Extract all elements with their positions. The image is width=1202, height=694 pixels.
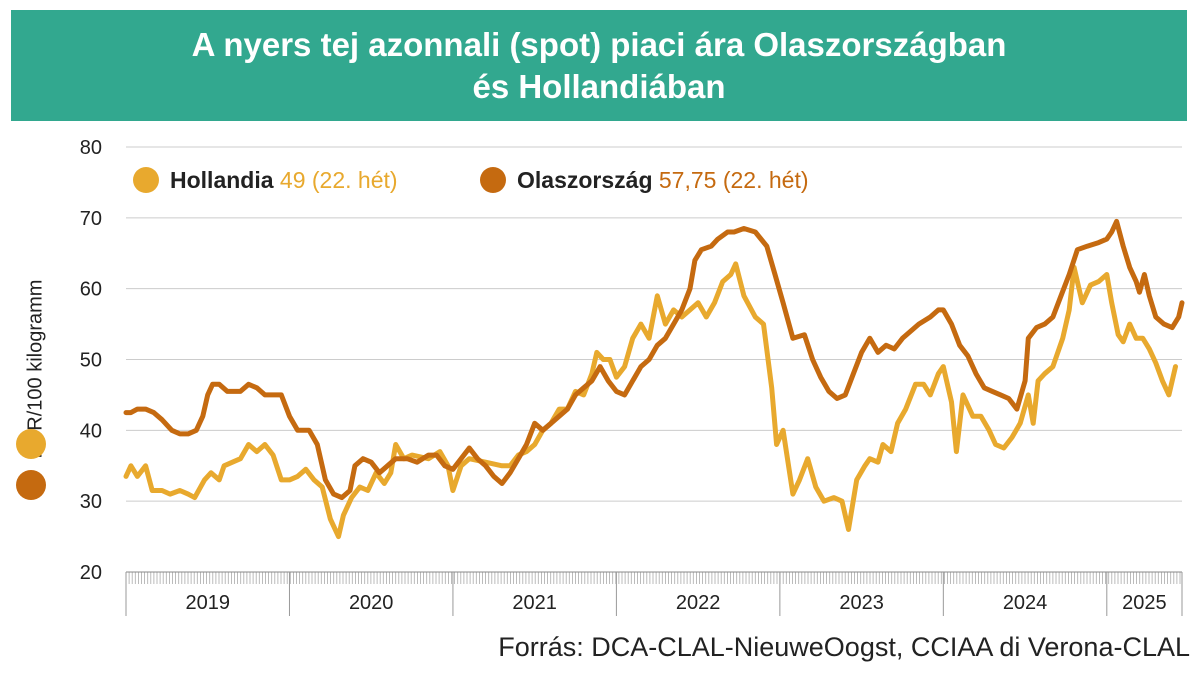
title-banner: A nyers tej azonnali (spot) piaci ára Ol…	[11, 10, 1187, 121]
y-axis-label-container: EUR/100 kilogramm	[18, 234, 54, 504]
x-tick-label-year: 2024	[1003, 592, 1048, 614]
x-axis-minor-ticks	[125, 572, 1181, 584]
y-tick-label: 80	[80, 137, 102, 159]
y-tick-label: 60	[80, 279, 102, 301]
x-tick-label-year: 2022	[676, 592, 721, 614]
chart-title-line1: A nyers tej azonnali (spot) piaci ára Ol…	[191, 25, 1007, 63]
side-legend-dot-hollandia	[16, 429, 46, 459]
legend-series-name: Olaszország	[517, 167, 659, 193]
legend-item: Olaszország 57,75 (22. hét)	[480, 167, 809, 193]
x-tick-label-year: 2023	[839, 592, 884, 614]
x-tick-label-year: 2019	[185, 592, 230, 614]
legend-item: Hollandia 49 (22. hét)	[133, 167, 398, 193]
legend-label: Olaszország 57,75 (22. hét)	[517, 167, 809, 193]
source-note: Forrás: DCA-CLAL-NieuweOogst, CCIAA di V…	[498, 632, 1190, 662]
y-tick-label: 40	[80, 420, 102, 442]
series-line-hollandia	[123, 261, 1178, 540]
y-tick-label: 50	[80, 350, 102, 372]
x-tick-label-year: 2020	[349, 592, 394, 614]
y-tick-label: 30	[80, 491, 102, 513]
legend-series-name: Hollandia	[170, 167, 280, 193]
legend-series-value: 57,75 (22. hét)	[659, 167, 809, 193]
side-legend-dot-olaszorszag	[16, 470, 46, 500]
series-line-olaszorszag	[123, 218, 1185, 501]
y-tick-label: 70	[80, 208, 102, 230]
legend-series-value: 49 (22. hét)	[280, 167, 398, 193]
chart-title-line2: és Hollandiában	[472, 67, 726, 105]
legend-marker	[480, 167, 506, 193]
legend-marker	[133, 167, 159, 193]
x-tick-label-year: 2025	[1122, 592, 1167, 614]
x-tick-label-year: 2021	[512, 592, 557, 614]
legend-label: Hollandia 49 (22. hét)	[170, 167, 398, 193]
y-tick-label: 20	[80, 562, 102, 584]
